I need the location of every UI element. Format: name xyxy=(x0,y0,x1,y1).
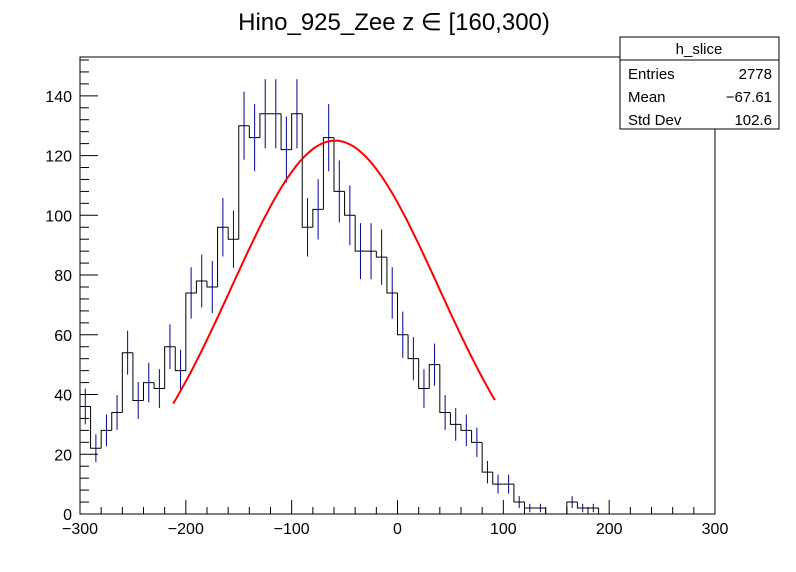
histogram-bin xyxy=(460,424,472,431)
x-tick-label: −100 xyxy=(274,521,310,538)
histogram-bin xyxy=(344,191,356,216)
histogram-bin xyxy=(471,430,483,443)
stats-box-title: h_slice xyxy=(676,41,723,58)
fit-curve xyxy=(172,139,496,405)
histogram-bin xyxy=(397,292,409,336)
histogram-bin xyxy=(301,113,313,228)
histogram-bin xyxy=(132,352,144,401)
histogram-bin xyxy=(513,484,525,503)
histogram-bin xyxy=(238,125,250,240)
histogram-bin xyxy=(312,208,324,228)
histogram-bin xyxy=(386,257,398,294)
histogram-bin xyxy=(121,352,133,413)
histogram-bin xyxy=(248,125,260,139)
histogram-bin xyxy=(280,113,292,151)
plot-area: −300 −200 −100 0 100 200 300 0 20 40 60 80 100 120 140 xyxy=(45,56,729,538)
histogram-bin xyxy=(206,281,218,288)
histogram-bin xyxy=(153,382,165,390)
x-tick-label: 200 xyxy=(596,521,623,538)
histogram-bin xyxy=(545,508,557,515)
x-tick-label: 300 xyxy=(702,521,729,538)
histogram-bin xyxy=(164,346,176,389)
x-tick-label: 0 xyxy=(393,521,402,538)
stats-box: h_slice Entries 2778 Mean −67.61 Std Dev… xyxy=(619,36,780,130)
chart-title: Hino_925_Zee z ∈ [160,300) xyxy=(238,9,550,36)
histogram-bin xyxy=(375,251,387,258)
histogram-bin xyxy=(354,215,366,252)
histogram-bin xyxy=(195,280,207,293)
histogram-bin xyxy=(259,113,271,138)
histogram-bin xyxy=(322,137,334,210)
y-tick-label: 120 xyxy=(45,149,72,166)
y-tick-label: 60 xyxy=(54,328,72,345)
histogram-bin xyxy=(492,472,504,485)
y-tick-label: 100 xyxy=(45,208,72,225)
histogram-bin xyxy=(576,502,588,509)
stats-stddev-value: 102.6 xyxy=(734,112,772,129)
x-tick-label: −200 xyxy=(168,521,204,538)
stats-entries-value: 2778 xyxy=(739,66,772,83)
histogram-bin xyxy=(227,227,239,240)
histogram-bin xyxy=(174,346,186,372)
x-tick-label: −300 xyxy=(62,521,98,538)
y-tick-label: 80 xyxy=(54,268,72,285)
histogram-bin xyxy=(598,508,610,515)
y-tick-label: 140 xyxy=(45,89,72,106)
stats-mean-label: Mean xyxy=(628,89,666,106)
histogram-bin xyxy=(90,406,102,449)
stats-mean-value: −67.61 xyxy=(726,89,772,106)
stats-box-frame xyxy=(619,36,780,130)
histogram-bin xyxy=(449,412,461,425)
histogram-bin xyxy=(217,226,229,287)
histogram-bin xyxy=(333,137,345,192)
stats-stddev-label: Std Dev xyxy=(628,112,682,129)
y-tick-label: 20 xyxy=(54,447,72,464)
y-tick-label: 40 xyxy=(54,388,72,405)
histogram-bin xyxy=(143,382,155,401)
stats-entries-label: Entries xyxy=(628,66,675,83)
histogram-bin xyxy=(100,429,112,449)
histogram-bin xyxy=(185,292,197,371)
histogram-bin xyxy=(111,411,123,431)
histogram-bin xyxy=(428,364,440,389)
histogram-bin xyxy=(291,113,303,150)
histogram-bin xyxy=(407,334,419,360)
histogram-bin xyxy=(418,358,430,390)
histogram-bin xyxy=(439,364,451,413)
x-tick-label: 100 xyxy=(490,521,517,538)
y-tick-label: 0 xyxy=(63,507,72,524)
histogram-bin xyxy=(481,442,493,473)
